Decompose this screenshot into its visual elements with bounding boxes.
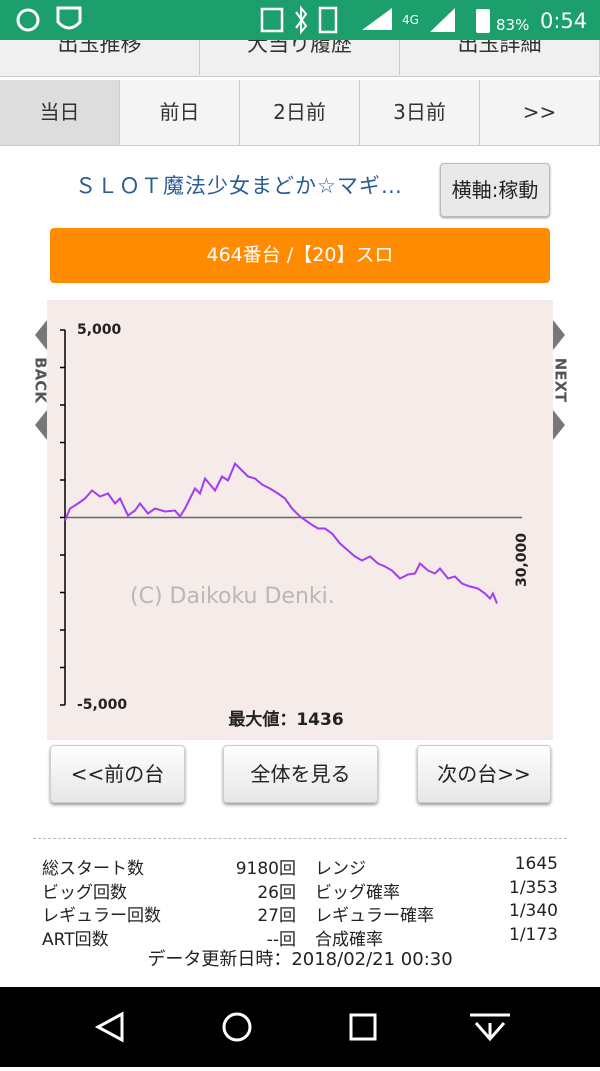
update-time: データ更新日時：2018/02/21 00:30 <box>147 949 453 970</box>
bluetooth-icon <box>295 5 308 35</box>
stats-cell: 1/340 <box>509 901 558 921</box>
day-tab[interactable]: 2日前 <box>240 80 360 145</box>
data-line <box>64 461 498 604</box>
nav-button[interactable]: 全体を見る <box>223 745 378 803</box>
back-label[interactable]: BACK <box>32 357 50 404</box>
wifi-icon <box>362 8 392 30</box>
divider <box>33 838 567 839</box>
axis-button[interactable]: 横軸:稼動 <box>440 163 550 217</box>
top-tab[interactable]: 大当り履歴 <box>200 40 400 75</box>
next-label[interactable]: NEXT <box>552 358 570 403</box>
watermark: (C) Daikoku Denki. <box>130 584 335 609</box>
top-tab[interactable]: 出玉推移 <box>0 40 200 75</box>
stats-cell: 1645 <box>514 854 558 874</box>
stats-cell: 1/173 <box>509 924 558 945</box>
stats-cell: 27回 <box>257 906 296 926</box>
time-label: 0:54 <box>540 9 587 33</box>
stats-cell: レンジ <box>315 859 366 879</box>
day-tab[interactable]: 前日 <box>120 80 240 145</box>
top-tabs: 出玉推移 大当り履歴 出玉詳細 <box>0 40 600 77</box>
stats-cell: レギュラー回数 <box>42 906 161 926</box>
nav-button[interactable]: <<前の台 <box>50 745 185 803</box>
nav-bar <box>0 987 600 1067</box>
network-label: 4G <box>402 13 419 27</box>
day-tab[interactable]: 当日 <box>0 80 120 145</box>
x-tick-label: 30,000 <box>514 533 530 587</box>
back-arrows[interactable] <box>35 320 47 440</box>
shield-icon <box>56 6 82 30</box>
day-tab[interactable]: >> <box>480 80 600 145</box>
menu-button[interactable] <box>470 1013 510 1042</box>
day-tabs: 当日 前日 2日前 3日前 >> <box>0 80 600 146</box>
stats-cell: レギュラー確率 <box>315 906 434 926</box>
back-button[interactable] <box>94 1011 124 1043</box>
recent-button[interactable] <box>349 1013 377 1041</box>
stats-cell: ART回数 <box>42 929 109 950</box>
unit-label: 464番台 /【20】スロ <box>50 228 550 283</box>
next-arrows[interactable] <box>553 320 565 440</box>
stats-cell: --回 <box>266 929 296 950</box>
y-tick-label: -5,000 <box>77 697 127 713</box>
vibrate-icon <box>318 6 338 34</box>
app-icon <box>16 8 40 32</box>
status-bar: 4G 83% 0:54 <box>0 0 600 40</box>
stats-cell: 総スタート数 <box>42 859 144 879</box>
chart: BACK NEXT -5,000 5,000 30,000 (C) Daikoku D… <box>32 300 570 740</box>
machine-title: ＳＬＯＴ魔法少女まどか☆マギ… <box>75 174 403 198</box>
alarm-icon <box>260 7 284 33</box>
chart-background <box>47 300 553 740</box>
nav-icons <box>94 1011 510 1043</box>
battery-label: 83% <box>496 16 529 34</box>
signal-icon <box>430 8 455 32</box>
max-label: 最大値：1436 <box>228 709 343 730</box>
day-tab[interactable]: 3日前 <box>360 80 480 145</box>
nav-button[interactable]: 次の台>> <box>417 745 551 803</box>
stats-cell: 1/353 <box>509 877 558 898</box>
stats-cell: ビッグ回数 <box>42 882 127 903</box>
status-icons: 4G 83% 0:54 <box>16 5 587 35</box>
stats-cell: ビッグ確率 <box>315 882 400 903</box>
stats-cell: 26回 <box>257 882 296 903</box>
y-tick-label: 5,000 <box>77 322 122 338</box>
stats-cell: 9180回 <box>235 859 296 879</box>
battery-icon <box>476 9 490 33</box>
home-button[interactable] <box>222 1012 252 1042</box>
stats-cell: 合成確率 <box>315 929 383 950</box>
